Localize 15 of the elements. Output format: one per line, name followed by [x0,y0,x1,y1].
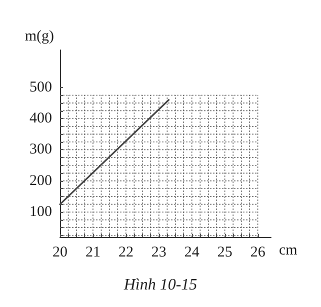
x-tick-label: 20 [52,244,68,260]
text: Hình 10-15 [122,276,198,294]
x-axis-title: cm [279,242,298,258]
y-tick-label: 100 [30,204,52,220]
x-tick-label: 24 [184,244,200,260]
y-axis-title: m(g) [24,28,54,44]
y-tick-label: 300 [30,142,52,158]
y-tick-label: 400 [30,110,52,127]
x-tick-label: 23 [151,244,166,260]
y-tick-label: 200 [30,172,52,189]
x-tick-label: 21 [85,244,100,260]
x-tick-label: 22 [118,244,134,260]
x-tick-label: 26 [250,244,266,260]
y-tick-label: 500 [30,79,52,96]
x-tick-label: 25 [217,244,232,260]
